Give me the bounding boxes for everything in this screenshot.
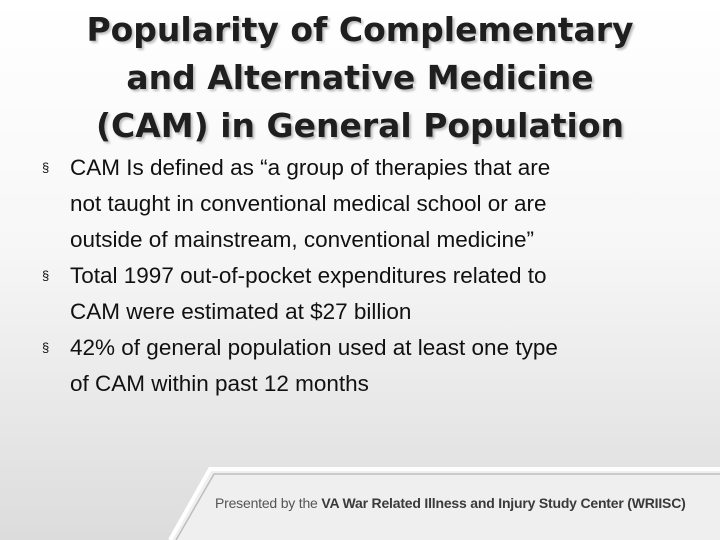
bullet-line: of CAM within past 12 months [70,371,369,396]
footer-credit: Presented by the VA War Related Illness … [215,495,686,511]
bullet-item: § 42% of general population used at leas… [40,330,700,402]
slide-title: Popularity of Complementary and Alternat… [20,6,700,150]
bullet-line: CAM Is defined as “a group of therapies … [70,155,551,180]
bullet-line: outside of mainstream, conventional medi… [70,227,534,252]
bullet-list: § CAM Is defined as “a group of therapie… [40,150,700,402]
title-line: (CAM) in General Population [95,106,625,145]
bullet-item: § Total 1997 out-of-pocket expenditures … [40,258,700,330]
footer-presenter-text: Presented by the [215,495,318,511]
bullet-marker-icon: § [42,340,50,355]
title-line: and Alternative Medicine [126,58,594,97]
footer-swoosh-graphic [168,467,720,540]
bullet-line: not taught in conventional medical schoo… [70,191,547,216]
footer-organization: VA War Related Illness and Injury Study … [321,495,686,511]
bullet-marker-icon: § [42,268,50,283]
footer-banner: Presented by the VA War Related Illness … [0,465,720,540]
bullet-marker-icon: § [42,160,50,175]
bullet-line: 42% of general population used at least … [70,335,558,360]
title-line: Popularity of Complementary [86,10,634,49]
bullet-line: CAM were estimated at $27 billion [70,299,412,324]
bullet-item: § CAM Is defined as “a group of therapie… [40,150,700,258]
bullet-line: Total 1997 out-of-pocket expenditures re… [70,263,547,288]
